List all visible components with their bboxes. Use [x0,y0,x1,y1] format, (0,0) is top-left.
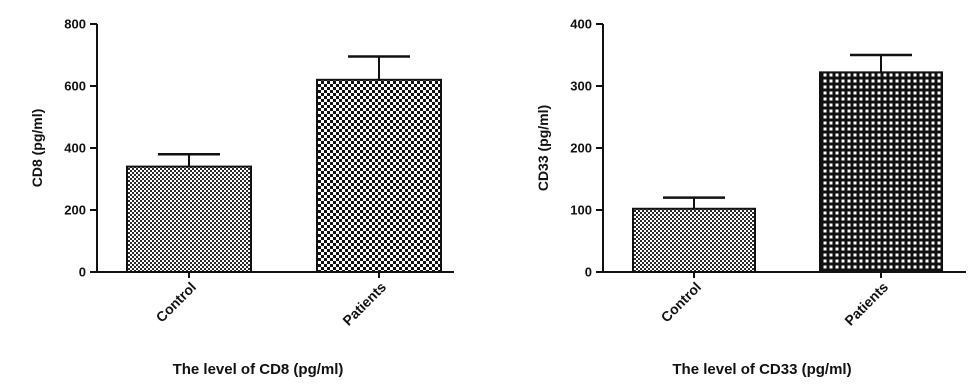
y-tick-label: 800 [64,17,86,32]
y-tick-label: 600 [64,79,86,94]
x-category-label: Control [658,279,705,326]
y-tick-label: 200 [64,203,86,218]
y-tick-label: 200 [570,141,592,156]
y-tick-label: 400 [570,17,592,32]
x-axis-title: The level of CD8 (pg/ml) [173,361,344,378]
x-category-label: Patients [339,279,389,329]
y-tick-label: 0 [79,265,86,280]
bar-patients [819,71,943,273]
bar-patients [316,78,442,273]
y-tick-label: 300 [570,79,592,94]
bar-control [126,165,252,274]
y-axis-title: CD33 (pg/ml) [535,105,551,191]
chart-panel-cd33: 0 100 200 300 400 CD33 (pg/ml) Control Patients… [535,17,966,378]
chart-panel-cd8: 0 200 400 600 800 CD8 (pg/ml) Control Patients T… [29,17,454,378]
y-tick-label: 0 [585,265,592,280]
bar-control [632,207,756,273]
y-tick-label: 100 [570,203,592,218]
y-tick-label: 400 [64,141,86,156]
x-category-label: Control [153,279,200,326]
y-axis-title: CD8 (pg/ml) [29,109,45,188]
x-category-label: Patients [841,279,891,329]
x-axis-title: The level of CD33 (pg/ml) [672,361,851,378]
